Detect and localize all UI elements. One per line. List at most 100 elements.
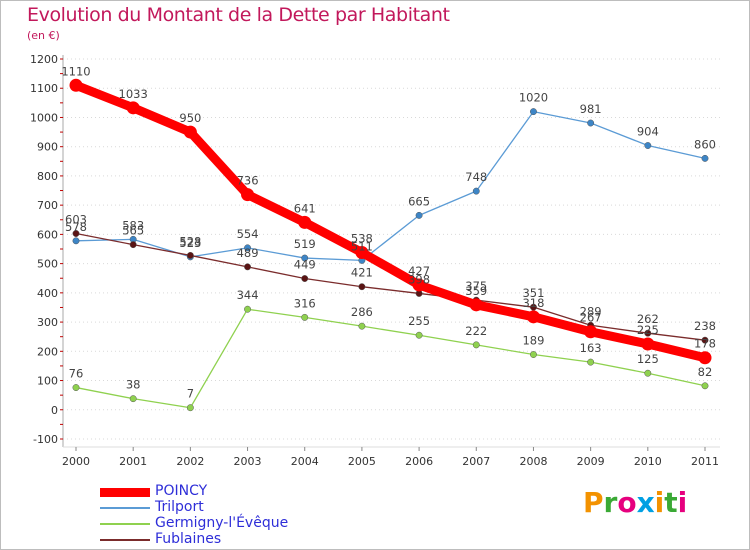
data-label: 222 <box>465 324 487 338</box>
legend-item: Fublaines <box>100 531 340 548</box>
data-label: 318 <box>522 296 544 310</box>
chart-subtitle: (en €) <box>27 29 60 42</box>
data-label: 665 <box>408 194 430 208</box>
data-label: 523 <box>179 236 201 250</box>
x-tick-label: 2010 <box>634 455 662 468</box>
data-label: 82 <box>698 365 713 379</box>
data-point <box>584 325 598 339</box>
data-label: 904 <box>637 125 659 139</box>
series-line <box>75 232 706 341</box>
data-point <box>472 187 480 195</box>
x-tick-label: 2008 <box>519 455 547 468</box>
data-point <box>472 341 480 349</box>
data-point <box>244 244 251 252</box>
data-point <box>530 108 537 116</box>
y-tick-label: 600 <box>37 228 58 241</box>
legend-label: Fublaines <box>155 531 222 547</box>
data-label: 238 <box>694 319 716 333</box>
y-tick-label: 500 <box>37 258 58 271</box>
data-label: 178 <box>694 337 716 351</box>
legend-label: Trilport <box>155 499 204 515</box>
series-line <box>75 308 706 409</box>
data-label: 603 <box>65 213 87 227</box>
data-point <box>644 142 652 149</box>
data-point <box>301 275 309 282</box>
data-point <box>244 305 251 313</box>
data-point <box>301 254 309 262</box>
data-point <box>129 241 137 249</box>
data-label: 351 <box>522 286 544 300</box>
x-tick-label: 2005 <box>348 455 376 468</box>
data-label: 528 <box>179 234 201 248</box>
legend-label: Germigny-l'Évêque <box>155 515 289 531</box>
data-point <box>72 384 80 392</box>
data-label: 267 <box>580 311 602 325</box>
x-tick-label: 2011 <box>691 455 719 468</box>
data-label: 344 <box>237 288 259 302</box>
data-label: 286 <box>351 305 373 319</box>
data-point <box>701 336 709 344</box>
y-tick-label: -100 <box>33 433 58 446</box>
data-point <box>530 351 537 358</box>
data-point <box>186 251 194 259</box>
data-point <box>186 404 194 412</box>
y-tick-label: 1100 <box>30 82 58 95</box>
data-point <box>69 78 83 92</box>
data-label: 1033 <box>119 87 148 101</box>
data-label: 981 <box>580 102 602 116</box>
data-point <box>701 382 709 390</box>
data-label: 189 <box>522 334 544 348</box>
series-line <box>71 80 710 363</box>
legend-item: Trilport <box>100 499 340 516</box>
data-point <box>129 395 137 403</box>
legend-item: POINCY <box>100 483 340 500</box>
data-label: 583 <box>122 218 144 232</box>
y-tick-label: 1000 <box>30 111 58 124</box>
legend-item: Germigny-l'Évêque <box>100 515 340 532</box>
data-label: 76 <box>69 367 84 381</box>
data-label: 316 <box>294 296 316 310</box>
x-tick-label: 2009 <box>577 455 605 468</box>
data-point <box>701 154 709 162</box>
y-tick-label: 200 <box>37 345 58 358</box>
x-tick-label: 2007 <box>462 455 490 468</box>
legend-swatch <box>100 484 150 500</box>
data-label: 125 <box>637 352 659 366</box>
x-tick-label: 2003 <box>234 455 262 468</box>
y-tick-label: 900 <box>37 141 58 154</box>
x-tick-label: 2001 <box>119 455 147 468</box>
y-tick-label: 0 <box>51 404 58 417</box>
data-point <box>244 263 251 271</box>
data-label: 375 <box>465 279 487 293</box>
data-label: 359 <box>465 284 487 298</box>
data-label: 421 <box>351 266 373 280</box>
y-tick-label: 100 <box>37 375 58 388</box>
data-label: 262 <box>637 312 659 326</box>
data-label: 1110 <box>61 64 90 78</box>
data-point <box>126 101 140 115</box>
data-point <box>469 298 483 312</box>
data-label: 950 <box>179 111 201 125</box>
data-label: 427 <box>408 264 430 278</box>
data-point <box>355 246 369 260</box>
data-point <box>358 283 366 291</box>
data-point <box>301 313 309 321</box>
data-label: 398 <box>408 272 430 286</box>
data-point <box>72 230 80 237</box>
data-point <box>644 329 652 337</box>
proxiti-logo: Proxiti <box>583 486 688 519</box>
y-tick-label: 300 <box>37 316 58 329</box>
y-tick-label: 800 <box>37 170 58 183</box>
data-point <box>644 369 652 377</box>
data-label: 565 <box>122 224 144 238</box>
data-point <box>358 322 366 330</box>
data-label: 225 <box>637 323 659 337</box>
data-label: 736 <box>237 174 259 188</box>
data-label: 255 <box>408 314 430 328</box>
x-tick-label: 2004 <box>291 455 319 468</box>
legend-label: POINCY <box>155 483 208 499</box>
data-label: 860 <box>694 137 716 151</box>
y-tick-label: 700 <box>37 199 58 212</box>
legend-swatch <box>100 516 150 532</box>
data-point <box>641 337 655 351</box>
